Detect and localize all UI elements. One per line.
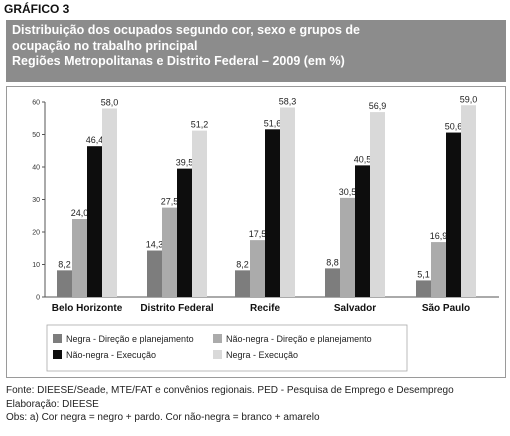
elaboration-note: Elaboração: DIEESE [6,398,99,410]
data-label: 16,9 [430,231,448,241]
data-label: 58,3 [279,97,297,107]
y-tick-label: 10 [32,262,40,269]
y-tick-label: 0 [36,295,40,302]
legend-swatch [53,350,62,359]
data-label: 14,3 [146,240,164,250]
bar [102,108,117,297]
bar [162,207,177,297]
legend-entry: Negra - Direção e planejamento [66,334,194,344]
legend-swatch [213,350,222,359]
title-line-1: Distribuição dos ocupados segundo cor, s… [12,23,360,37]
y-tick-label: 50 [32,132,40,139]
bar [57,270,72,297]
y-tick-label: 30 [32,197,40,204]
y-tick-label: 20 [32,230,40,237]
bar [325,268,340,297]
bar [355,165,370,297]
bar [265,129,280,297]
bar [177,168,192,297]
observation-note: Obs: a) Cor negra = negro + pardo. Cor n… [6,412,320,423]
bar [446,132,461,297]
bar-chart: 0 10 20 30 40 50 60 8,2 24,0 46,4 58,0 Belo Horizon… [32,94,499,372]
data-label: 30,5 [339,187,357,197]
bar [340,197,355,297]
data-label: 51,2 [191,120,209,130]
y-tick-label: 40 [32,165,40,172]
title-line-2: ocupação no trabalho principal [12,38,198,53]
bar [431,242,446,297]
footer: Fonte: DIEESE/Seade, MTE/FAT e convênios… [6,384,506,425]
category-label: Belo Horizonte [52,303,123,314]
category-label: Distrito Federal [140,303,214,314]
bar [72,219,87,297]
legend-swatch [213,334,222,343]
legend-entry: Negra - Execução [226,350,298,360]
chart-title: Distribuição dos ocupados segundo cor, s… [6,20,506,82]
data-label: 5,1 [417,269,430,279]
chart-frame: 0 10 20 30 40 50 60 8,2 24,0 46,4 58,0 Belo Horizon… [6,86,506,378]
bar [192,130,207,297]
bar [87,146,102,297]
data-label: 58,0 [101,98,119,108]
category-label: Recife [250,303,280,314]
bar [461,105,476,297]
bar [250,240,265,297]
bar [147,250,162,297]
data-label: 46,4 [86,135,104,145]
legend-entry: Não-negra - Execução [66,350,156,360]
data-label: 27,5 [161,197,179,207]
category-label: São Paulo [422,303,470,314]
data-label: 39,5 [176,158,194,168]
data-label: 8,2 [58,259,71,269]
data-label: 51,6 [264,118,282,128]
data-label: 40,5 [354,154,372,164]
bar [416,280,431,297]
legend-entry: Não-negra - Direção e planejamento [226,334,372,344]
legend-swatch [53,334,62,343]
data-label: 56,9 [369,101,387,111]
data-label: 24,0 [71,208,89,218]
legend-box [46,324,408,372]
title-line-3: Regiões Metropolitanas e Distrito Federa… [12,54,345,68]
y-tick-label: 60 [32,100,40,107]
data-label: 59,0 [460,94,478,104]
data-label: 8,2 [236,259,249,269]
figure-label: GRÁFICO 3 [4,2,70,16]
data-label: 8,8 [326,257,339,267]
bar [370,112,385,297]
bar [235,270,250,297]
data-label: 17,5 [249,229,267,239]
bar [280,107,295,298]
source-note: Fonte: DIEESE/Seade, MTE/FAT e convênios… [6,385,454,396]
data-label: 50,6 [445,122,463,132]
category-label: Salvador [334,303,376,314]
